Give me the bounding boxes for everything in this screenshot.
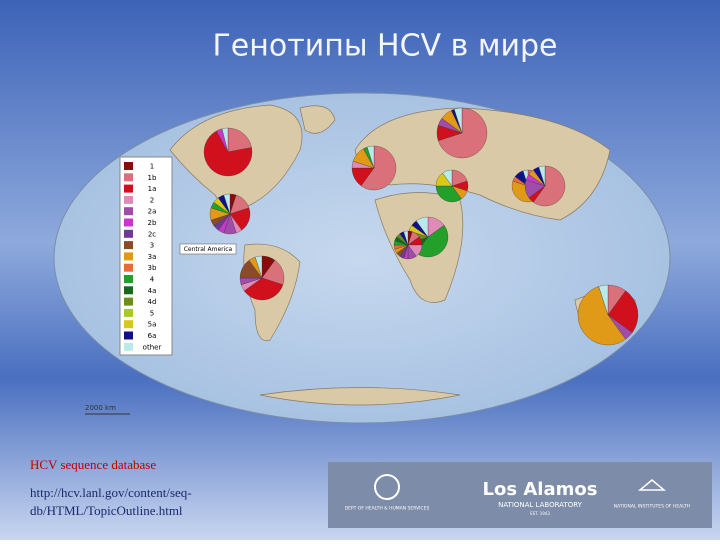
legend-swatch — [124, 342, 133, 351]
legend-swatch — [124, 286, 133, 295]
nih-label: NATIONAL INSTITUTES OF HEALTH — [614, 504, 691, 510]
lanl-est: EST. 1943 — [530, 511, 550, 516]
legend-swatch — [124, 308, 133, 317]
legend-swatch — [124, 195, 133, 204]
pie-slice — [243, 277, 284, 301]
legend-label: 3a — [148, 253, 157, 261]
hhs-label: DEPT OF HEALTH & HUMAN SERVICES — [345, 506, 430, 512]
legend-label: 1 — [150, 163, 154, 171]
legend-label: other — [143, 343, 162, 351]
pie-slice — [533, 165, 566, 207]
legend-swatch — [124, 297, 133, 306]
legend-swatch — [124, 320, 133, 329]
legend-swatch — [124, 162, 133, 170]
greenland — [299, 105, 336, 134]
legend-swatch — [124, 207, 133, 216]
legend-label: 2c — [148, 230, 156, 238]
pie-slice — [598, 284, 609, 316]
legend-swatch — [124, 252, 133, 261]
legend-swatch — [124, 184, 133, 193]
antarctica — [259, 387, 461, 406]
pie-slice — [403, 230, 409, 246]
legend-label: 4d — [148, 298, 157, 306]
link-url[interactable]: http://hcv.lanl.gov/content/seq- — [30, 485, 192, 500]
legend-swatch — [124, 173, 133, 182]
scale-label: 2000 km — [85, 404, 116, 412]
legend-label: 2a — [148, 208, 157, 216]
pie-slice — [435, 185, 462, 203]
legend-swatch — [124, 241, 133, 250]
pie-slice — [454, 107, 463, 134]
pie-slice — [221, 127, 229, 153]
legend-label: 3b — [148, 264, 157, 272]
legend-label: 5a — [148, 321, 157, 329]
pie-slice — [203, 130, 253, 177]
region-label-box — [179, 243, 237, 255]
hhs-emblem — [374, 474, 400, 500]
legend-swatch — [124, 229, 133, 238]
pie-slice — [538, 165, 546, 187]
pie-slice — [360, 145, 397, 191]
slide-title: Генотипы HCV в мире — [213, 29, 558, 64]
pie-slice — [367, 145, 375, 169]
pie-slice — [255, 255, 263, 279]
pie-slice — [577, 286, 626, 346]
legend-label: 1b — [148, 174, 157, 182]
lanl-title: Los Alamos — [483, 479, 598, 500]
pie-slice — [442, 169, 453, 187]
legend-swatch — [124, 263, 133, 272]
region-label: Central America — [184, 246, 233, 253]
pie-slice — [227, 127, 252, 153]
legend-swatch — [124, 218, 133, 227]
logo-band-bg — [328, 462, 712, 528]
pie-slice — [416, 216, 429, 238]
legend-label: 2b — [148, 219, 157, 227]
pie-slice — [223, 193, 231, 215]
legend-label: 2 — [150, 196, 154, 204]
pie-slice — [416, 225, 449, 258]
legend-label: 4a — [148, 287, 157, 295]
link-url[interactable]: db/HTML/TopicOutline.html — [30, 503, 183, 518]
logo-band: DEPT OF HEALTH & HUMAN SERVICES Los Alam… — [328, 462, 712, 528]
nih-emblem — [637, 479, 667, 491]
legend-label: 6a — [148, 332, 157, 340]
legend-label: 5 — [150, 309, 154, 317]
legend-label: 3 — [150, 242, 154, 250]
lanl-sub: NATIONAL LABORATORY — [498, 501, 583, 509]
legend-label: 4 — [150, 276, 155, 284]
link-title[interactable]: HCV sequence database — [30, 457, 156, 472]
pie-slice — [438, 107, 488, 159]
pie-slice — [607, 290, 639, 333]
legend-swatch — [124, 331, 133, 340]
legend-label: 1a — [148, 185, 157, 193]
legend-swatch — [124, 275, 133, 283]
